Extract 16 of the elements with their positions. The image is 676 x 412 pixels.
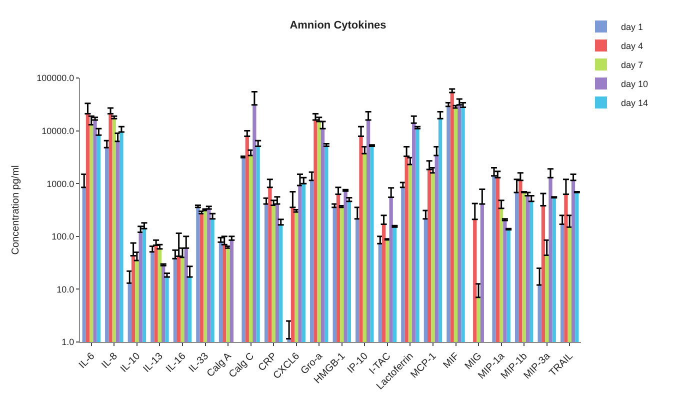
x-tick-label: MIF (441, 350, 462, 371)
y-tick-label: 100.0 (52, 232, 74, 242)
legend-label: day 7 (621, 60, 644, 70)
y-tick-label: 1.0 (62, 337, 74, 348)
y-tick-label: 100000.0 (36, 73, 74, 84)
legend-label: day 4 (621, 41, 644, 52)
legend-label: day 14 (621, 98, 648, 108)
y-tick-label: 1000.0 (46, 178, 74, 189)
x-tick-label: IL-6 (77, 350, 98, 371)
y-axis-title: Concentration pg/ml (10, 165, 22, 255)
legend-label: day 10 (621, 79, 648, 90)
legend-label: day 1 (621, 22, 644, 32)
y-tick-label: 10.0 (56, 284, 74, 294)
chart-title: Amnion Cytokines (290, 19, 386, 32)
x-tick-label: IL-8 (100, 350, 120, 371)
y-tick-label: 10000.0 (42, 126, 74, 136)
